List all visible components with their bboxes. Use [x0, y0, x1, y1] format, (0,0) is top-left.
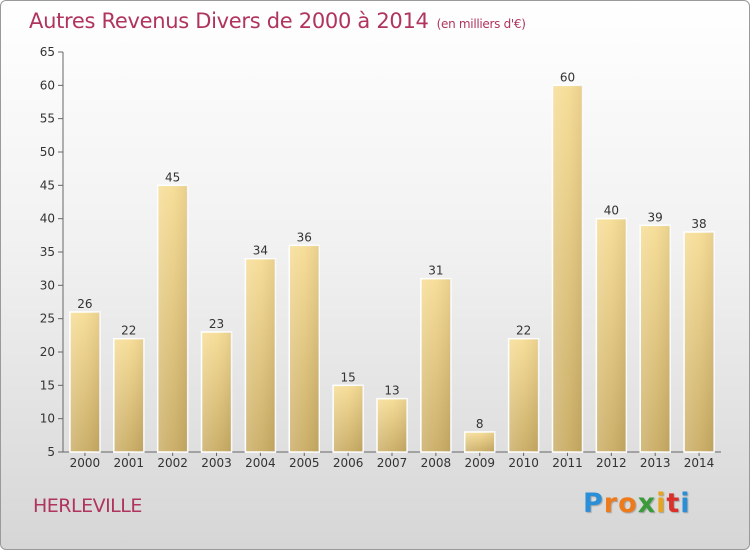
x-tick-label: 2013 [640, 456, 671, 470]
x-tick-label: 2006 [333, 456, 364, 470]
y-tick-label: 50 [40, 145, 55, 159]
x-tick-label: 2004 [245, 456, 276, 470]
logo-letter: i [680, 488, 691, 519]
x-tick-label: 2000 [70, 456, 101, 470]
x-tick-label: 2008 [421, 456, 452, 470]
logo-letter: t [666, 488, 681, 519]
x-tick-label: 2005 [289, 456, 320, 470]
y-tick-label: 55 [40, 112, 55, 126]
y-tick-label: 20 [40, 345, 55, 359]
data-label: 23 [209, 317, 224, 331]
x-tick-label: 2002 [157, 456, 188, 470]
data-label: 8 [476, 417, 484, 431]
logo-letter: x [637, 488, 657, 519]
bar-shade [420, 278, 451, 452]
logo-letter: r [603, 488, 619, 519]
bar-shade [113, 338, 144, 452]
bar-shade [69, 312, 100, 452]
axes: 5 10 15 20 25 30 35 40 45 50 55 60 65 2000 2001 2002 200… [40, 45, 721, 470]
data-label: 36 [297, 230, 312, 244]
y-tick-label: 5 [47, 445, 55, 459]
bars [69, 84, 715, 453]
data-label: 39 [648, 210, 663, 224]
x-tick-label: 2010 [508, 456, 539, 470]
bar-shade [552, 85, 583, 452]
bar-shade [684, 232, 715, 452]
bar-shade [377, 398, 407, 452]
x-tick-label: 2009 [464, 456, 495, 470]
x-tick-label: 2003 [201, 456, 232, 470]
logo-letter: i [656, 488, 667, 519]
data-labels: 26 22 45 23 34 36 15 13 31 8 22 60 40 39 38 [77, 70, 706, 431]
data-label: 15 [340, 370, 355, 384]
bar-shade [640, 225, 671, 452]
data-label: 13 [384, 384, 399, 398]
data-label: 60 [560, 70, 575, 84]
y-tick-label: 35 [40, 245, 55, 259]
data-label: 34 [253, 244, 268, 258]
data-label: 38 [691, 217, 706, 231]
place-name: HERLEVILLE [33, 495, 142, 517]
chart-title-text: Autres Revenus Divers de 2000 à 2014 [29, 9, 429, 33]
y-tick-label: 15 [40, 378, 55, 392]
bar-shade [245, 258, 276, 452]
bar-shade [201, 332, 232, 452]
y-tick-label: 25 [40, 312, 55, 326]
proxiti-logo: Proxiti [583, 488, 691, 519]
logo-letter: P [583, 488, 604, 519]
data-label: 26 [77, 297, 92, 311]
y-tick-label: 10 [40, 412, 55, 426]
bar-shade [464, 432, 495, 452]
y-tick-label: 40 [40, 212, 55, 226]
bar-shade [157, 185, 188, 453]
x-tick-label: 2012 [596, 456, 627, 470]
data-label: 45 [165, 170, 180, 184]
bar-shade [333, 385, 364, 452]
x-tick-label: 2011 [552, 456, 583, 470]
y-tick-label: 30 [40, 278, 55, 292]
data-label: 40 [604, 204, 619, 218]
x-tick-label: 2007 [377, 456, 408, 470]
bar-shade [508, 338, 539, 452]
data-label: 22 [121, 324, 136, 338]
logo-letter: o [618, 488, 638, 519]
bar-shade [596, 218, 627, 452]
y-tick-label: 60 [40, 78, 55, 92]
y-tick-label: 65 [40, 45, 55, 59]
x-tick-label: 2001 [114, 456, 145, 470]
bar-shade [289, 245, 320, 452]
chart-title: Autres Revenus Divers de 2000 à 2014 (en … [29, 9, 526, 33]
chart-unit: (en milliers d'€) [436, 17, 526, 31]
x-tick-label: 2014 [684, 456, 715, 470]
data-label: 31 [428, 264, 443, 278]
y-tick-label: 45 [40, 178, 55, 192]
data-label: 22 [516, 324, 531, 338]
